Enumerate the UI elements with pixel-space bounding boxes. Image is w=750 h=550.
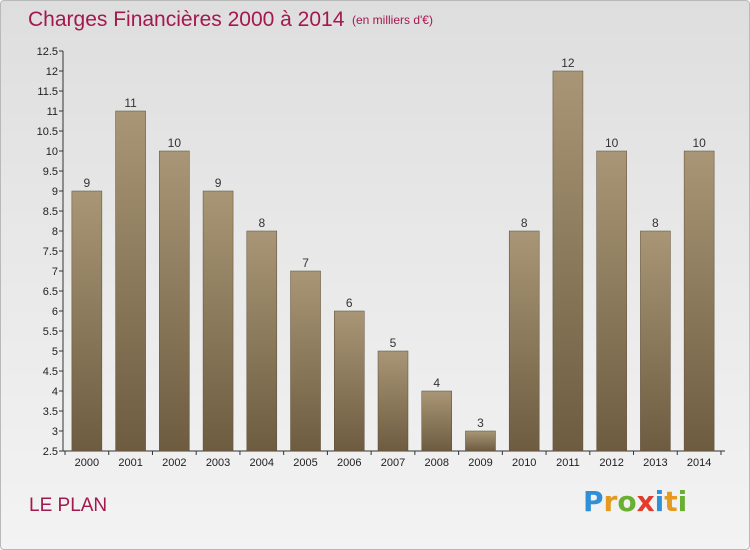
logo-letter: P xyxy=(583,485,604,518)
bar-value-label: 7 xyxy=(302,256,309,270)
y-tick-label: 8 xyxy=(52,226,58,238)
logo-letter: o xyxy=(617,485,637,518)
chart-unit: (en milliers d'€) xyxy=(352,13,433,27)
x-tick-label: 2000 xyxy=(75,457,99,469)
bar-value-label: 9 xyxy=(215,176,222,190)
bar-value-label: 12 xyxy=(561,56,575,70)
commune-name: LE PLAN xyxy=(29,495,108,516)
logo-letter: i xyxy=(677,485,688,518)
bar-value-label: 4 xyxy=(433,376,440,390)
x-tick-label: 2011 xyxy=(556,457,580,469)
bar-value-label: 10 xyxy=(168,136,182,150)
x-tick-label: 2010 xyxy=(512,457,536,469)
bar xyxy=(115,110,146,452)
y-tick-label: 4 xyxy=(52,386,58,398)
bar xyxy=(159,150,190,452)
y-tick-label: 12 xyxy=(46,66,58,78)
bar-value-label: 5 xyxy=(390,336,397,350)
x-tick-label: 2007 xyxy=(381,457,405,469)
bar xyxy=(71,190,103,452)
x-tick-label: 2014 xyxy=(687,457,711,469)
bar-value-label: 3 xyxy=(477,416,484,430)
y-tick-label: 11.5 xyxy=(37,86,58,98)
logo-letter: t xyxy=(664,485,678,518)
y-tick-label: 6 xyxy=(52,306,58,318)
y-tick-label: 11 xyxy=(47,106,58,118)
x-tick-label: 2005 xyxy=(293,457,317,469)
logo-letter: x xyxy=(636,485,655,518)
bar xyxy=(421,390,452,452)
bar xyxy=(640,230,671,452)
logo-letter: i xyxy=(654,485,665,518)
y-tick-label: 9 xyxy=(52,186,58,198)
y-tick-label: 8.5 xyxy=(43,206,58,218)
bar xyxy=(377,350,409,452)
y-tick-label: 5 xyxy=(52,346,58,358)
y-tick-label: 9.5 xyxy=(43,166,58,178)
bar xyxy=(246,230,278,452)
bar-value-label: 8 xyxy=(258,216,265,230)
bar-value-label: 8 xyxy=(521,216,528,230)
bar xyxy=(596,150,627,452)
bar xyxy=(202,190,234,452)
y-tick-label: 12.5 xyxy=(37,46,58,58)
x-tick-label: 2012 xyxy=(599,457,623,469)
chart-title: Charges Financières 2000 à 2014 xyxy=(28,8,345,31)
x-tick-label: 2009 xyxy=(468,457,492,469)
bar xyxy=(683,150,715,452)
y-tick-label: 4.5 xyxy=(43,366,58,378)
y-tick-label: 3 xyxy=(52,426,58,438)
bar xyxy=(290,270,321,452)
y-tick-label: 2.5 xyxy=(43,446,58,458)
bar xyxy=(334,310,365,452)
y-tick-label: 7.5 xyxy=(43,246,58,258)
x-tick-label: 2003 xyxy=(206,457,230,469)
logo-letter: r xyxy=(603,485,618,518)
x-tick-label: 2002 xyxy=(162,457,186,469)
y-tick-label: 10.5 xyxy=(37,126,58,138)
bar-value-label: 11 xyxy=(124,96,137,110)
bar xyxy=(552,70,584,452)
y-tick-label: 10 xyxy=(46,146,58,158)
bar xyxy=(465,430,496,452)
x-tick-label: 2004 xyxy=(250,457,274,469)
bar-value-label: 6 xyxy=(346,296,353,310)
x-tick-label: 2001 xyxy=(118,457,142,469)
bar-value-label: 10 xyxy=(605,136,619,150)
bar-value-label: 9 xyxy=(84,176,91,190)
bar-value-label: 10 xyxy=(692,136,706,150)
y-tick-label: 7 xyxy=(52,266,58,278)
bar xyxy=(508,230,540,452)
proxiti-logo: Proxiti xyxy=(583,485,687,518)
y-tick-label: 6.5 xyxy=(43,286,58,298)
y-tick-label: 3.5 xyxy=(43,406,58,418)
x-tick-label: 2006 xyxy=(337,457,361,469)
x-tick-label: 2013 xyxy=(643,457,667,469)
chart-bars: 9 11 10 9 8 7 6 5 4 3 8 12 10 8 10 xyxy=(71,56,715,452)
bar-value-label: 8 xyxy=(652,216,659,230)
y-tick-label: 5.5 xyxy=(43,326,58,338)
x-tick-label: 2008 xyxy=(424,457,448,469)
